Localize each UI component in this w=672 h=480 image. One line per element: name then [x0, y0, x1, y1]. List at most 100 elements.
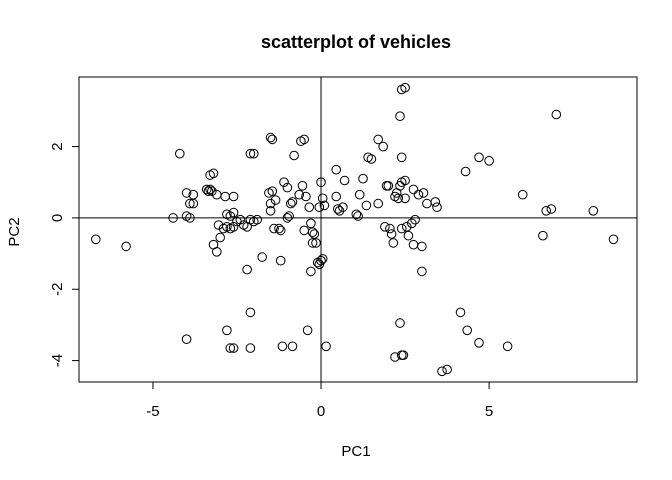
data-point — [395, 111, 405, 121]
data-point — [422, 198, 432, 209]
x-tick-label: -5 — [146, 403, 159, 420]
data-point — [331, 164, 342, 175]
data-point — [289, 150, 299, 161]
data-point — [175, 148, 185, 159]
data-point — [484, 156, 494, 166]
x-axis-label: PC1 — [341, 443, 370, 460]
data-point — [306, 266, 316, 277]
data-point — [245, 148, 256, 159]
data-point — [228, 222, 239, 232]
data-point — [245, 343, 256, 353]
data-point — [354, 189, 365, 200]
data-point — [282, 182, 293, 193]
data-point — [395, 318, 405, 328]
data-point — [321, 341, 331, 352]
data-point — [299, 225, 310, 236]
data-point — [546, 204, 557, 214]
data-point — [474, 338, 484, 348]
data-point — [358, 173, 368, 184]
data-point — [185, 213, 195, 223]
data-point — [393, 193, 404, 204]
data-point — [307, 238, 318, 248]
data-point — [334, 206, 345, 216]
data-point — [538, 230, 548, 241]
data-point — [317, 254, 328, 264]
data-point — [222, 325, 232, 336]
data-point — [417, 241, 427, 252]
data-point — [541, 206, 552, 216]
data-point — [252, 214, 263, 225]
data-point — [403, 230, 414, 241]
data-point — [309, 229, 320, 239]
data-point — [338, 202, 348, 212]
y-axis-label: PC2 — [6, 217, 23, 246]
data-point — [270, 195, 281, 205]
data-point — [380, 222, 390, 232]
data-point — [386, 229, 397, 239]
data-point — [287, 197, 298, 207]
data-point — [245, 307, 256, 318]
data-point — [333, 204, 343, 214]
data-point — [257, 252, 268, 262]
x-tick-label: 5 — [485, 403, 493, 420]
data-point — [306, 218, 316, 229]
data-point — [408, 239, 419, 250]
data-point — [383, 181, 394, 191]
data-point — [301, 191, 311, 202]
data-point — [212, 247, 222, 257]
data-point — [314, 202, 325, 212]
data-point — [588, 206, 599, 216]
data-point — [353, 211, 363, 221]
data-point — [215, 232, 225, 243]
data-point — [361, 200, 372, 211]
data-point — [207, 186, 217, 196]
data-point — [225, 211, 236, 221]
data-point — [385, 223, 395, 234]
data-point — [331, 191, 342, 202]
data-point — [417, 266, 427, 277]
data-point — [373, 134, 384, 145]
data-point — [410, 214, 420, 225]
y-tick-label: -2 — [49, 283, 66, 296]
y-tick-label: 2 — [49, 142, 66, 150]
data-point — [228, 343, 239, 353]
data-point — [408, 184, 419, 195]
data-point — [407, 218, 417, 229]
data-point — [413, 189, 424, 200]
data-point — [388, 238, 399, 248]
data-point — [296, 136, 306, 146]
data-point — [181, 334, 192, 345]
data-point — [312, 257, 323, 268]
data-point — [430, 197, 441, 207]
data-point — [294, 189, 305, 200]
data-point — [462, 325, 473, 336]
data-point — [502, 341, 513, 352]
data-point — [401, 222, 412, 232]
data-point — [267, 186, 278, 196]
chart-title: scatterplot of vehicles — [261, 32, 451, 52]
data-point — [366, 154, 377, 164]
data-point — [551, 109, 562, 120]
data-point — [284, 211, 294, 221]
data-point — [225, 343, 236, 353]
data-point — [351, 209, 362, 220]
data-point — [398, 350, 409, 361]
data-point — [307, 227, 318, 237]
data-point — [235, 214, 246, 225]
data-point — [400, 175, 410, 186]
data-point — [267, 134, 278, 145]
data-point — [432, 202, 442, 212]
data-point — [378, 141, 389, 152]
data-point — [265, 132, 276, 143]
data-point — [287, 341, 298, 352]
data-point — [185, 198, 195, 209]
reference-lines — [79, 77, 637, 382]
data-point — [208, 168, 219, 179]
data-point — [373, 198, 384, 209]
data-point — [220, 191, 230, 202]
data-point — [400, 193, 410, 204]
data-point — [228, 191, 239, 202]
data-point — [396, 223, 407, 234]
data-point — [282, 213, 293, 223]
